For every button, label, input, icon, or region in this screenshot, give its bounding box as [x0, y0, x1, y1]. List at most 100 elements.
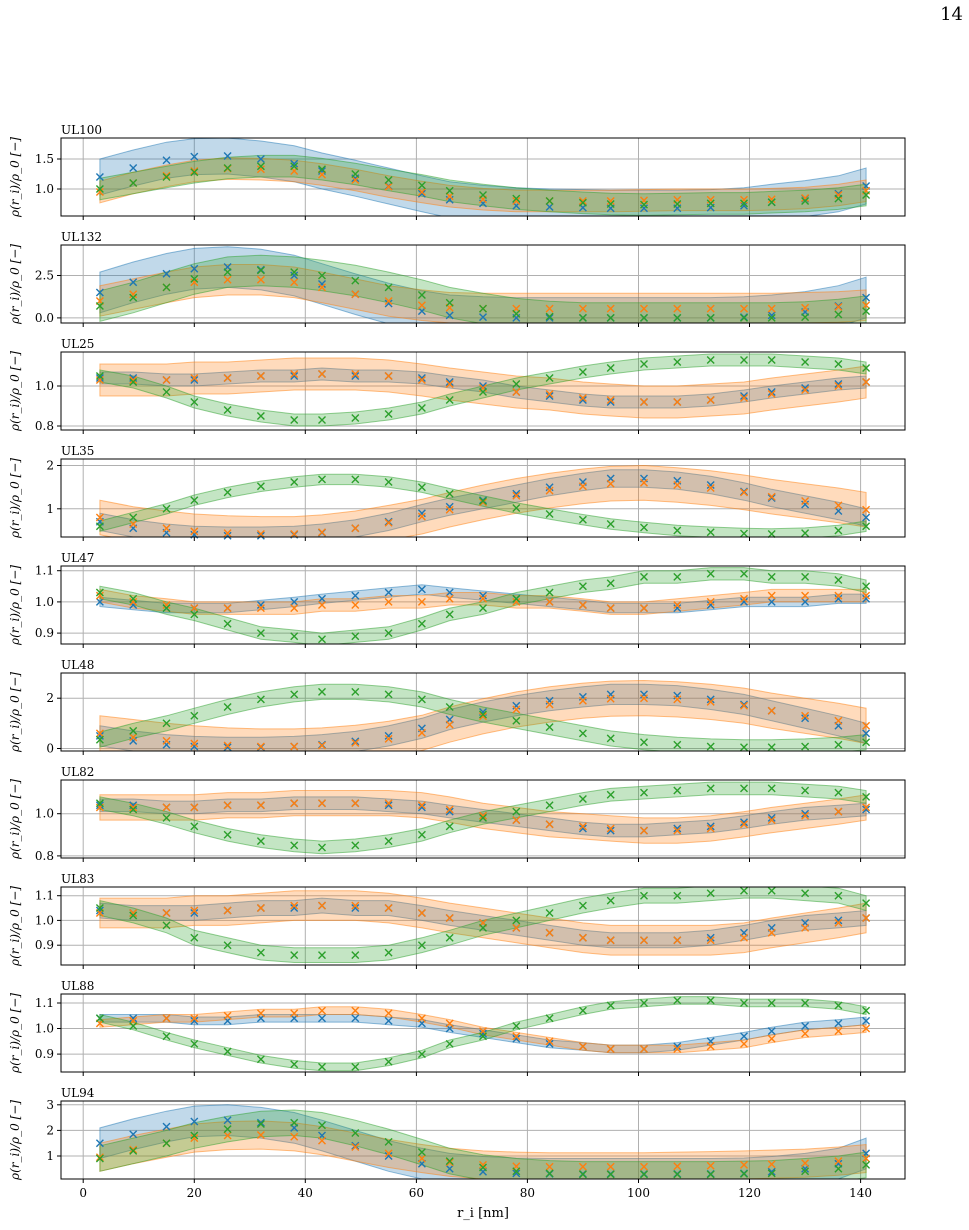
x-tick-label: 100: [627, 1186, 650, 1200]
y-tick-label: 0: [46, 742, 54, 756]
data-point-series-1: [384, 801, 393, 810]
data-point-series-2: [318, 741, 326, 750]
data-point-series-2: [862, 1154, 871, 1163]
data-point-series-1: [706, 601, 715, 609]
data-point-series-2: [223, 906, 232, 915]
data-point-series-3: [606, 579, 615, 588]
data-point-series-2: [606, 1045, 615, 1053]
data-point-series-3: [606, 520, 615, 528]
data-point-series-3: [834, 360, 843, 368]
data-point-series-3: [445, 703, 454, 711]
data-point-series-3: [512, 309, 521, 318]
data-point-series-1: [318, 167, 326, 175]
data-point-series-3: [162, 504, 171, 513]
data-point-series-3: [318, 1121, 326, 1130]
data-point-series-2: [384, 1149, 393, 1158]
data-point-series-2: [95, 513, 104, 522]
data-point-series-3: [384, 690, 393, 699]
data-point-series-2: [862, 505, 871, 514]
data-point-series-1: [162, 1122, 171, 1131]
data-point-series-2: [767, 591, 776, 600]
data-point-series-3: [290, 416, 299, 424]
data-point-series-2: [256, 604, 265, 613]
data-point-series-3: [479, 1032, 487, 1041]
data-point-series-3: [640, 572, 648, 581]
data-point-series-3: [318, 635, 326, 644]
data-point-series-3: [162, 921, 171, 930]
data-point-series-2: [801, 711, 810, 720]
data-point-series-3: [223, 406, 232, 414]
y-tick-label: 1: [46, 502, 54, 516]
data-point-series-2: [479, 1160, 487, 1169]
panel-ul25: UL25 0.8 1.0 ρ(r_i)/ρ_0 [−]: [8, 337, 906, 434]
data-point-series-2: [384, 372, 393, 380]
data-point-series-3: [223, 268, 232, 277]
data-point-series-2: [318, 901, 326, 910]
data-point-series-1: [740, 1032, 748, 1041]
data-point-series-2: [606, 304, 615, 313]
data-point-series-2: [801, 811, 810, 820]
x-tick-label: 40: [298, 1186, 313, 1200]
data-point-series-2: [445, 1019, 454, 1028]
data-point-series-2: [834, 591, 843, 600]
data-point-series-3: [512, 1167, 521, 1176]
data-point-series-3: [578, 313, 587, 322]
data-point-series-1: [95, 173, 104, 181]
data-point-series-2: [417, 728, 426, 737]
data-point-series-2: [417, 188, 426, 196]
panel-frame: [60, 565, 906, 645]
y-tick-label: 0.9: [35, 938, 54, 952]
data-point-series-3: [417, 291, 426, 299]
data-point-series-3: [190, 711, 199, 720]
data-point-series-2: [706, 697, 715, 706]
data-point-series-2: [640, 694, 648, 703]
data-point-series-3: [740, 313, 748, 322]
data-point-series-2: [479, 712, 487, 721]
data-point-series-3: [95, 588, 104, 597]
data-point-series-2: [545, 928, 554, 937]
data-point-series-3: [479, 710, 487, 719]
data-point-series-1: [223, 152, 232, 160]
data-point-series-1: [862, 594, 871, 603]
data-point-series-2: [706, 484, 715, 492]
data-point-series-1: [545, 483, 554, 492]
data-point-series-1: [578, 396, 587, 404]
data-point-series-3: [445, 822, 454, 831]
data-point-series-1: [545, 203, 554, 211]
data-point-series-3: [673, 891, 682, 900]
data-point-series-3: [417, 483, 426, 492]
band-series-3: [99, 473, 867, 537]
data-point-series-2: [640, 398, 648, 406]
data-point-series-1: [95, 374, 104, 382]
data-point-series-3: [578, 1170, 587, 1179]
data-point-series-1: [740, 201, 748, 210]
data-point-series-1: [740, 392, 748, 400]
data-point-series-3: [862, 364, 871, 372]
data-point-series-3: [190, 168, 199, 177]
data-point-series-3: [445, 489, 454, 498]
data-point-series-3: [767, 999, 776, 1007]
data-point-series-1: [862, 293, 871, 302]
data-point-series-3: [190, 822, 199, 831]
data-point-series-1: [801, 1164, 810, 1173]
data-point-series-2: [862, 591, 871, 600]
data-point-series-1: [384, 588, 393, 597]
data-point-series-3: [545, 1169, 554, 1178]
y-tick-label: 2: [46, 691, 54, 705]
data-point-series-2: [673, 1162, 682, 1171]
data-point-series-3: [767, 743, 776, 752]
data-point-series-3: [767, 572, 776, 581]
data-point-series-1: [256, 531, 265, 540]
data-point-series-2: [545, 1162, 554, 1171]
data-point-series-3: [578, 515, 587, 524]
data-point-series-3: [673, 200, 682, 208]
data-point-series-3: [129, 378, 138, 386]
data-point-series-3: [640, 313, 648, 322]
y-tick-label: 1.1: [35, 889, 54, 903]
data-point-series-3: [162, 1032, 171, 1041]
data-point-series-1: [767, 494, 776, 502]
data-point-series-3: [445, 396, 454, 404]
data-point-series-3: [801, 313, 810, 322]
data-point-series-2: [384, 297, 393, 305]
data-point-series-3: [445, 610, 454, 619]
